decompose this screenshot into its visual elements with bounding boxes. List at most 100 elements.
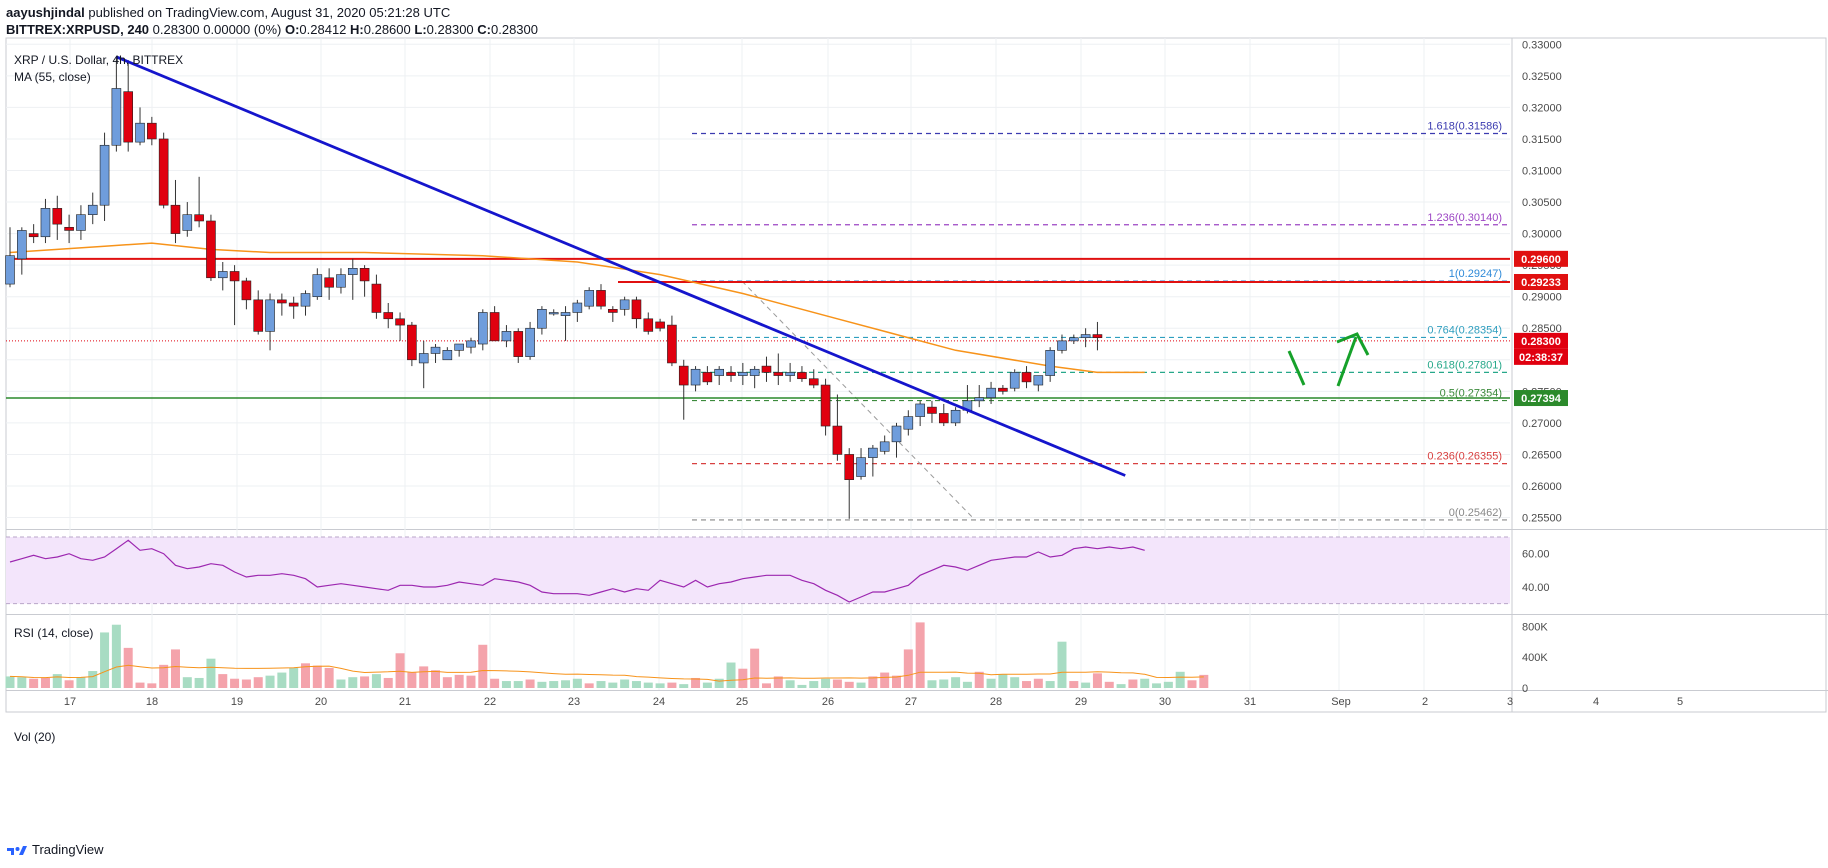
candle-up: [548, 312, 559, 315]
bearish-trend-line: [116, 55, 1126, 477]
volume-bar: [596, 681, 606, 688]
volume-bar: [301, 663, 310, 688]
candle-down: [194, 214, 204, 222]
volume-bar: [513, 681, 523, 688]
price-tick-label: 0.31000: [1522, 166, 1562, 178]
candle-up: [430, 346, 441, 354]
candle-up: [690, 368, 701, 386]
candle-down: [170, 204, 181, 234]
candle-up: [785, 372, 795, 376]
candle-up: [572, 302, 583, 313]
candle-down: [489, 312, 500, 342]
x-tick-label: 31: [1244, 696, 1256, 708]
countdown-tag: [1514, 348, 1568, 365]
volume-bar: [939, 679, 949, 688]
candle-up: [738, 372, 748, 376]
candle-down: [998, 387, 1008, 392]
volume-bar: [1187, 680, 1197, 688]
candle-up: [974, 397, 985, 402]
volume-bar: [785, 680, 795, 688]
h-value: 0.28600: [363, 22, 411, 37]
volume-bar: [868, 676, 878, 688]
volume-bar: [1116, 684, 1126, 688]
candle-up: [537, 309, 547, 329]
x-tick-label: 3: [1507, 696, 1513, 708]
candle-down: [359, 268, 370, 282]
candle-down: [383, 312, 394, 320]
candle-down: [407, 324, 417, 361]
volume-bar: [856, 682, 866, 688]
candle-up: [347, 268, 358, 275]
volume-bar: [218, 674, 228, 688]
candle-up: [336, 274, 346, 288]
price-tick-label: 0.30000: [1522, 229, 1562, 241]
x-tick-label: 4: [1593, 696, 1599, 708]
candle-up: [454, 343, 464, 351]
candle-down: [678, 365, 689, 386]
volume-bar: [998, 674, 1008, 688]
author-name[interactable]: aayushjindal: [6, 5, 85, 20]
volume-bar: [549, 681, 559, 688]
candle-up: [466, 340, 476, 348]
volume-bar: [147, 683, 157, 688]
volume-bar: [348, 677, 358, 688]
o-value: 0.28412: [299, 22, 347, 37]
volume-bar: [419, 666, 429, 688]
x-tick-label: 27: [905, 696, 917, 708]
volume-bar: [230, 678, 240, 688]
current-price-label: 0.28300: [1521, 336, 1561, 348]
volume-bar: [1045, 681, 1055, 688]
volume-bar: [667, 682, 677, 688]
h-label: H:: [350, 22, 364, 37]
x-tick-label: 2: [1422, 696, 1428, 708]
volume-bar: [691, 677, 701, 688]
volume-bar: [761, 683, 771, 688]
volume-bar: [927, 680, 937, 688]
volume-bar: [336, 679, 346, 688]
candle-up: [749, 368, 760, 376]
volume-bar: [1140, 678, 1150, 688]
volume-bar: [821, 678, 831, 688]
x-tick-label: 26: [822, 696, 834, 708]
volume-bar: [182, 677, 192, 688]
volume-bar: [1057, 641, 1067, 688]
rsi-tick-label: 60.00: [1522, 549, 1550, 561]
volume-bar: [1010, 677, 1020, 688]
volume-bar: [159, 664, 169, 688]
candle-down: [1092, 334, 1103, 339]
candle-down: [123, 91, 133, 143]
x-tick-label: 18: [146, 696, 158, 708]
candle-down: [832, 425, 843, 455]
fib-anchor-line: [741, 280, 976, 521]
candle-up: [1009, 372, 1020, 389]
volume-bar: [407, 672, 417, 688]
candle-up: [584, 290, 594, 307]
volume-bar: [1163, 681, 1173, 688]
volume-bar: [951, 677, 961, 688]
volume-bar: [265, 675, 275, 688]
price-tick-label: 0.26500: [1522, 449, 1562, 461]
brand-name[interactable]: TradingView: [32, 842, 104, 857]
x-tick-label: 22: [484, 696, 496, 708]
candle-up: [17, 230, 27, 260]
x-tick-label: 19: [231, 696, 243, 708]
volume-bar: [537, 681, 547, 688]
volume-bar: [572, 678, 582, 688]
o-label: O:: [284, 22, 300, 37]
candle-down: [608, 309, 618, 313]
volume-bar: [241, 679, 251, 688]
price-tick-label: 0.27000: [1522, 418, 1562, 430]
volume-bar: [750, 648, 760, 688]
tradingview-logo-icon: [7, 845, 27, 855]
volume-bar: [903, 649, 913, 688]
x-tick-label: 23: [568, 696, 580, 708]
volume-bar: [1128, 679, 1138, 688]
candle-up: [135, 122, 145, 143]
candle-up: [950, 409, 961, 424]
volume-bar: [52, 674, 62, 688]
projection-arrow-down-leg: [1287, 350, 1306, 386]
price-tick-label: 0.29000: [1522, 292, 1562, 304]
price-tick-label: 0.30500: [1522, 197, 1562, 209]
candle-down: [844, 454, 855, 480]
